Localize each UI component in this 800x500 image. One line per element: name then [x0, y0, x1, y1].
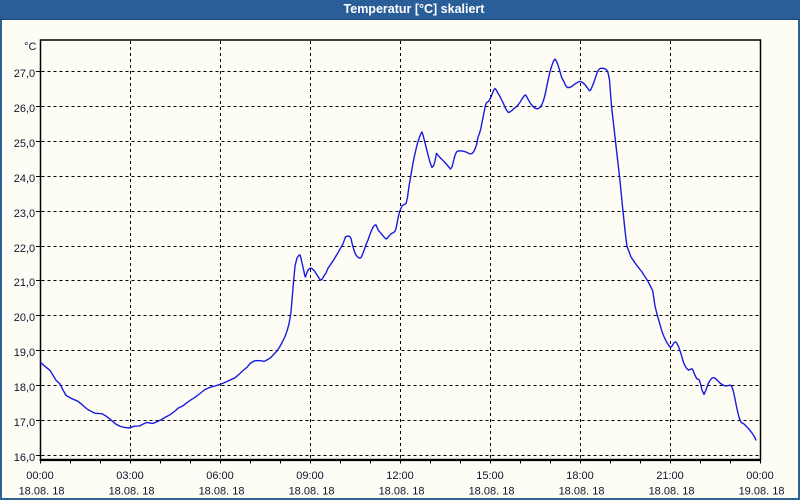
svg-text:19,0: 19,0: [14, 347, 35, 359]
svg-text:03:00: 03:00: [116, 470, 144, 482]
svg-text:16,0: 16,0: [14, 452, 35, 464]
svg-text:00:00: 00:00: [746, 470, 774, 482]
svg-text:°C: °C: [24, 41, 36, 53]
svg-text:12:00: 12:00: [386, 470, 414, 482]
svg-text:21:00: 21:00: [656, 470, 684, 482]
svg-text:18.08. 18: 18.08. 18: [109, 486, 155, 498]
svg-text:17,0: 17,0: [14, 417, 35, 429]
svg-text:00:00: 00:00: [26, 470, 54, 482]
svg-text:21,0: 21,0: [14, 277, 35, 289]
svg-text:18.08. 18: 18.08. 18: [559, 486, 605, 498]
svg-text:18,0: 18,0: [14, 382, 35, 394]
svg-text:18.08. 18: 18.08. 18: [19, 486, 65, 498]
svg-text:18.08. 18: 18.08. 18: [289, 486, 335, 498]
svg-text:18.08. 18: 18.08. 18: [469, 486, 515, 498]
svg-text:09:00: 09:00: [296, 470, 324, 482]
svg-text:15:00: 15:00: [476, 470, 504, 482]
svg-text:18.08. 18: 18.08. 18: [649, 486, 695, 498]
svg-text:24,0: 24,0: [14, 173, 35, 185]
svg-text:22,0: 22,0: [14, 243, 35, 255]
svg-text:06:00: 06:00: [206, 470, 234, 482]
svg-text:18.08. 18: 18.08. 18: [379, 486, 425, 498]
svg-text:27,0: 27,0: [14, 68, 35, 80]
svg-text:18:00: 18:00: [566, 470, 594, 482]
svg-text:19.08. 18: 19.08. 18: [739, 486, 785, 498]
svg-text:20,0: 20,0: [14, 312, 35, 324]
svg-text:18.08. 18: 18.08. 18: [199, 486, 245, 498]
svg-text:25,0: 25,0: [14, 138, 35, 150]
svg-text:23,0: 23,0: [14, 208, 35, 220]
svg-text:26,0: 26,0: [14, 103, 35, 115]
